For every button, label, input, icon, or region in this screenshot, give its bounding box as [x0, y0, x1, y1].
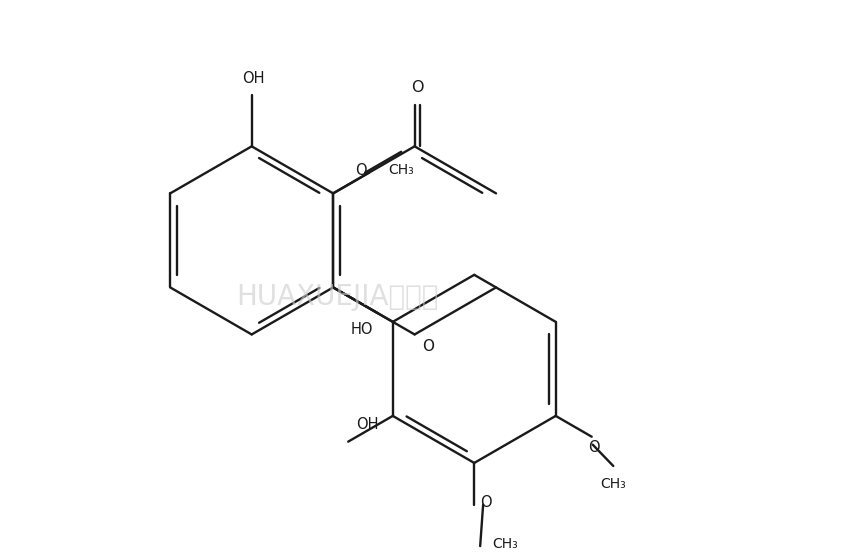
Text: HUAXUEJIA化学加: HUAXUEJIA化学加	[236, 283, 438, 311]
Text: O: O	[480, 495, 492, 510]
Text: O: O	[588, 440, 600, 455]
Text: CH₃: CH₃	[600, 477, 627, 491]
Text: OH: OH	[242, 71, 265, 86]
Text: CH₃: CH₃	[389, 162, 414, 176]
Text: O: O	[356, 163, 368, 178]
Text: OH: OH	[356, 417, 378, 432]
Text: O: O	[422, 339, 435, 354]
Text: CH₃: CH₃	[492, 537, 518, 551]
Text: HO: HO	[351, 323, 373, 338]
Text: O: O	[411, 81, 424, 95]
